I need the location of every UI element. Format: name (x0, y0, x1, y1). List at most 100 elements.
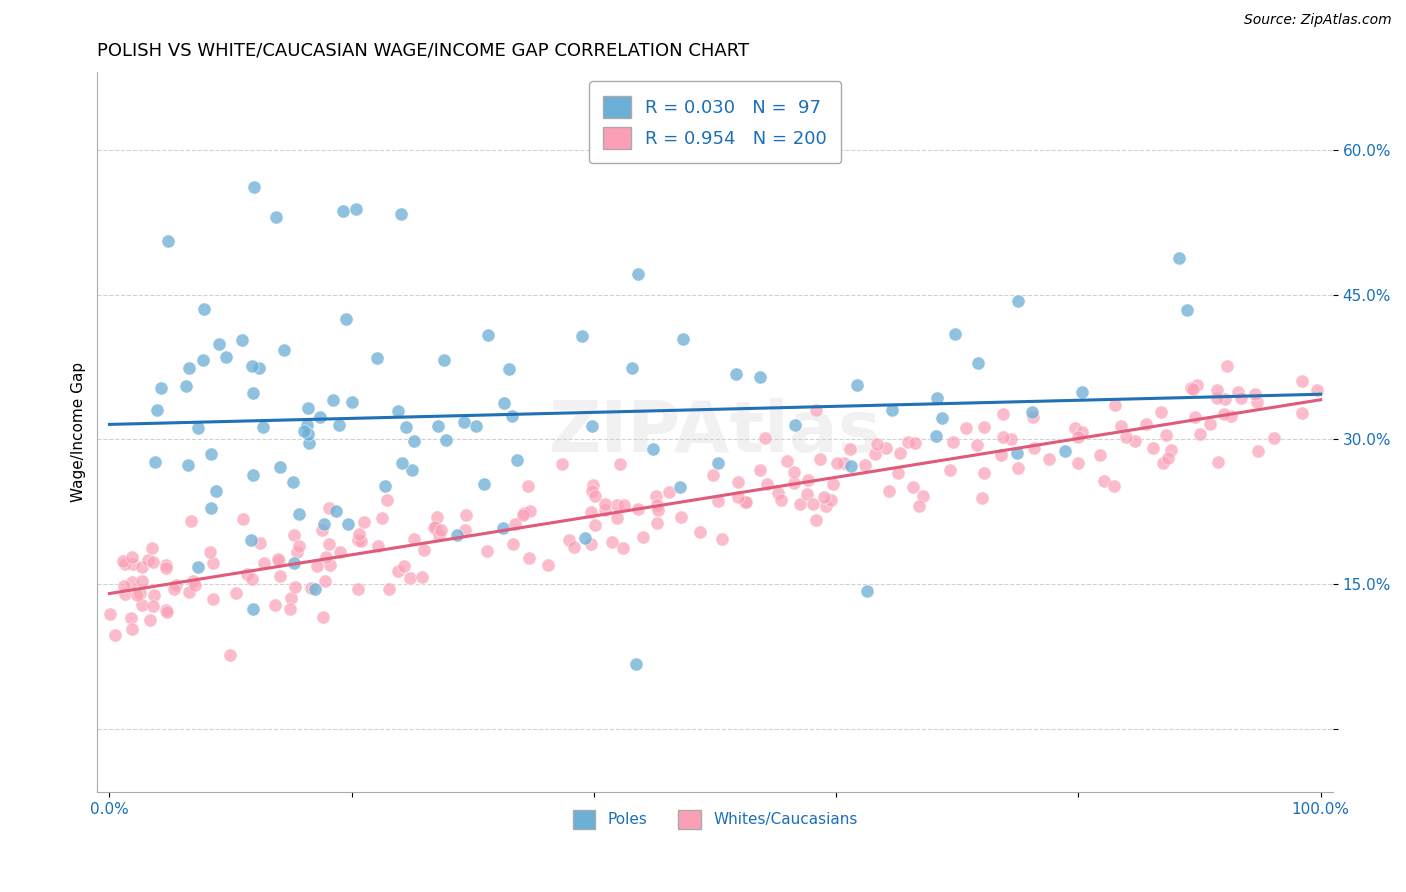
Whites/Caucasians (1219, 409, 1241, 423)
Poles (269, 459, 291, 474)
Whites/Caucasians (430, 523, 453, 537)
Whites/Caucasians (579, 536, 602, 550)
Whites/Caucasians (122, 557, 145, 571)
Poles (242, 602, 264, 616)
Whites/Caucasians (595, 497, 617, 511)
Whites/Caucasians (901, 480, 924, 494)
Whites/Caucasians (353, 516, 375, 530)
Whites/Caucasians (517, 479, 540, 493)
Whites/Caucasians (1213, 392, 1236, 406)
Whites/Caucasians (378, 582, 401, 596)
Poles (273, 343, 295, 358)
Poles (252, 419, 274, 434)
Whites/Caucasians (973, 420, 995, 434)
Whites/Caucasians (550, 457, 572, 471)
Whites/Caucasians (825, 456, 848, 470)
Whites/Caucasians (201, 592, 224, 607)
Whites/Caucasians (219, 648, 242, 662)
Whites/Caucasians (627, 502, 650, 516)
Whites/Caucasians (314, 574, 336, 588)
Poles (1021, 405, 1043, 419)
Poles (434, 433, 457, 447)
Whites/Caucasians (1160, 442, 1182, 457)
Poles (387, 404, 409, 418)
Whites/Caucasians (121, 549, 143, 564)
Poles (433, 352, 456, 367)
Whites/Caucasians (142, 588, 165, 602)
Whites/Caucasians (755, 476, 778, 491)
Whites/Caucasians (267, 552, 290, 566)
Poles (624, 657, 647, 671)
Poles (672, 332, 695, 346)
Whites/Caucasians (1135, 417, 1157, 431)
Whites/Caucasians (658, 485, 681, 500)
Poles (391, 456, 413, 470)
Whites/Caucasians (727, 475, 749, 489)
Poles (242, 179, 264, 194)
Whites/Caucasians (142, 554, 165, 568)
Poles (389, 207, 412, 221)
Poles (193, 302, 215, 317)
Whites/Caucasians (120, 610, 142, 624)
Whites/Caucasians (783, 475, 806, 490)
Poles (501, 409, 523, 424)
Poles (240, 533, 263, 547)
Poles (725, 367, 748, 381)
Poles (174, 378, 197, 392)
Poles (187, 421, 209, 435)
Whites/Caucasians (1206, 383, 1229, 397)
Whites/Caucasians (1184, 410, 1206, 425)
Whites/Caucasians (1185, 378, 1208, 392)
Whites/Caucasians (1067, 456, 1090, 470)
Poles (156, 234, 179, 248)
Poles (783, 417, 806, 432)
Whites/Caucasians (1024, 442, 1046, 456)
Whites/Caucasians (180, 514, 202, 528)
Whites/Caucasians (562, 540, 585, 554)
Poles (472, 477, 495, 491)
Poles (465, 418, 488, 433)
Whites/Caucasians (671, 510, 693, 524)
Whites/Caucasians (375, 492, 398, 507)
Poles (627, 268, 650, 282)
Poles (240, 359, 263, 373)
Whites/Caucasians (808, 452, 831, 467)
Whites/Caucasians (1150, 404, 1173, 418)
Whites/Caucasians (347, 582, 370, 597)
Whites/Caucasians (593, 503, 616, 517)
Whites/Caucasians (319, 558, 342, 572)
Whites/Caucasians (973, 466, 995, 480)
Whites/Caucasians (114, 587, 136, 601)
Whites/Caucasians (1104, 398, 1126, 412)
Whites/Caucasians (1092, 474, 1115, 488)
Poles (208, 336, 231, 351)
Whites/Caucasians (796, 487, 818, 501)
Poles (571, 329, 593, 343)
Whites/Caucasians (411, 569, 433, 583)
Poles (669, 480, 692, 494)
Whites/Caucasians (98, 607, 121, 621)
Whites/Caucasians (423, 520, 446, 534)
Legend: Poles, Whites/Caucasians: Poles, Whites/Caucasians (567, 804, 863, 835)
Whites/Caucasians (606, 510, 628, 524)
Whites/Caucasians (613, 498, 636, 512)
Poles (187, 560, 209, 574)
Whites/Caucasians (232, 511, 254, 525)
Whites/Caucasians (284, 580, 307, 594)
Whites/Caucasians (307, 559, 329, 574)
Whites/Caucasians (392, 558, 415, 573)
Whites/Caucasians (249, 536, 271, 550)
Whites/Caucasians (583, 518, 606, 533)
Poles (395, 419, 418, 434)
Poles (308, 410, 330, 425)
Poles (925, 392, 948, 406)
Text: ZIPAtlas: ZIPAtlas (548, 398, 882, 467)
Whites/Caucasians (121, 623, 143, 637)
Whites/Caucasians (517, 551, 540, 566)
Poles (641, 442, 664, 456)
Poles (494, 396, 516, 410)
Poles (925, 429, 948, 443)
Poles (242, 467, 264, 482)
Poles (344, 202, 367, 216)
Whites/Caucasians (645, 498, 668, 512)
